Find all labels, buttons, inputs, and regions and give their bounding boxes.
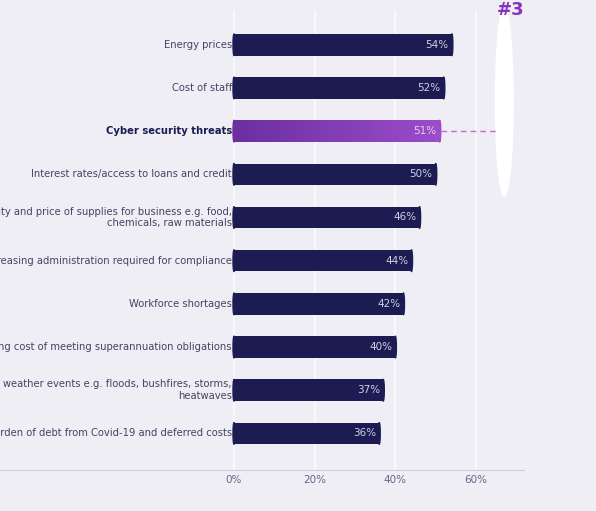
Circle shape — [418, 207, 421, 228]
Circle shape — [439, 120, 441, 142]
Circle shape — [233, 250, 235, 271]
Text: Increasing cost of meeting superannuation obligations: Increasing cost of meeting superannuatio… — [0, 342, 232, 352]
Text: Availability and price of supplies for business e.g. food,
chemicals, raw materi: Availability and price of supplies for b… — [0, 206, 232, 228]
Circle shape — [434, 164, 437, 185]
Circle shape — [402, 293, 405, 315]
Text: #3: #3 — [496, 1, 524, 19]
Text: Increasing administration required for compliance: Increasing administration required for c… — [0, 256, 232, 266]
Bar — [234, 380, 383, 401]
Bar — [234, 77, 444, 99]
Circle shape — [443, 77, 445, 99]
Bar — [234, 293, 403, 315]
Text: 46%: 46% — [393, 213, 417, 222]
Bar — [234, 207, 420, 228]
Text: 40%: 40% — [369, 342, 392, 352]
Circle shape — [451, 34, 453, 56]
Circle shape — [233, 77, 235, 99]
Text: Cyber security threats: Cyber security threats — [105, 126, 232, 136]
Bar — [234, 423, 379, 444]
Text: 37%: 37% — [357, 385, 380, 395]
Circle shape — [495, 6, 513, 196]
Circle shape — [233, 380, 235, 401]
Text: Extreme weather events e.g. floods, bushfires, storms,
heatwaves: Extreme weather events e.g. floods, bush… — [0, 380, 232, 401]
Text: The burden of debt from Covid-19 and deferred costs: The burden of debt from Covid-19 and def… — [0, 428, 232, 438]
Bar — [234, 164, 436, 185]
Circle shape — [411, 250, 412, 271]
Text: 44%: 44% — [385, 256, 408, 266]
Text: Interest rates/access to loans and credit: Interest rates/access to loans and credi… — [32, 169, 232, 179]
Circle shape — [233, 293, 235, 315]
Text: 54%: 54% — [426, 40, 449, 50]
Circle shape — [233, 34, 235, 56]
Text: 51%: 51% — [414, 126, 436, 136]
Text: 36%: 36% — [353, 428, 376, 438]
Bar — [234, 250, 411, 271]
Circle shape — [233, 336, 235, 358]
Circle shape — [395, 336, 396, 358]
Bar — [234, 34, 452, 56]
Circle shape — [378, 423, 380, 444]
Circle shape — [382, 380, 384, 401]
Circle shape — [233, 423, 235, 444]
Bar — [234, 336, 395, 358]
Text: Workforce shortages: Workforce shortages — [129, 299, 232, 309]
Circle shape — [233, 207, 235, 228]
Circle shape — [233, 120, 235, 142]
Text: Energy prices: Energy prices — [164, 40, 232, 50]
Text: 50%: 50% — [409, 169, 433, 179]
Text: Cost of staff: Cost of staff — [172, 83, 232, 93]
Text: 52%: 52% — [417, 83, 440, 93]
Text: 42%: 42% — [377, 299, 401, 309]
Circle shape — [233, 164, 235, 185]
